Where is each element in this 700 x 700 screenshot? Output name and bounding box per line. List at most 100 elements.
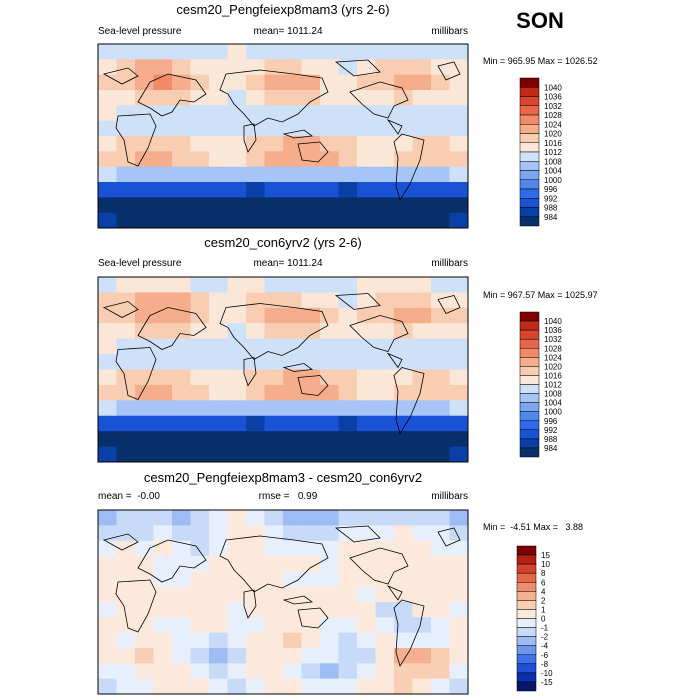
colorbar-tick-label: 1036 (544, 326, 562, 335)
field-cell (431, 632, 451, 649)
field-cell (283, 369, 303, 386)
panel-middle-frame (97, 276, 469, 463)
field-cell (264, 105, 284, 122)
field-cell (431, 292, 451, 309)
field-cell (227, 663, 247, 680)
field-cell (283, 525, 303, 542)
field-cell (98, 648, 118, 664)
field-cell (375, 74, 395, 91)
field-cell (172, 384, 192, 401)
field-cell (338, 617, 358, 634)
field-cell (338, 556, 358, 572)
field-cell (190, 678, 210, 694)
field-cell (412, 431, 432, 448)
field-cell (301, 44, 321, 60)
field-cell (301, 663, 321, 680)
panel-middle-colorbar: 1040103610321028102410201016101210081004… (519, 311, 562, 458)
field-cell (209, 151, 229, 168)
panel-bottom-right-label: millibars (431, 491, 468, 502)
field-cell (320, 602, 340, 618)
field-cell (172, 400, 192, 417)
field-cell (264, 338, 284, 355)
field-cell (412, 105, 432, 122)
field-cell (246, 510, 266, 526)
field-cell (449, 59, 468, 76)
field-cell (153, 151, 173, 168)
field-cell (135, 446, 155, 462)
field-cell (301, 277, 321, 294)
field-cell (209, 540, 229, 557)
colorbar-tick-label: 988 (544, 435, 558, 444)
field-cell (98, 415, 118, 432)
field-cell (153, 400, 173, 417)
field-cell (153, 602, 173, 618)
field-cell (190, 540, 210, 557)
colorbar-tick-label: 2 (541, 596, 546, 605)
field-cell (264, 663, 284, 680)
field-cell (135, 105, 155, 122)
colorbar-swatch (519, 329, 540, 340)
field-cell (412, 510, 432, 526)
colorbar-swatch (519, 411, 540, 422)
field-cell (172, 586, 192, 603)
field-cell (116, 277, 136, 294)
field-cell (209, 136, 229, 152)
panel-bottom-left-label: mean = -0.00 (98, 491, 160, 502)
field-cell (375, 571, 395, 588)
field-cell (320, 277, 340, 294)
field-cell (394, 338, 414, 355)
colorbar-tick-label: -6 (541, 651, 549, 660)
field-cell (135, 120, 155, 137)
field-cell (357, 44, 377, 60)
field-cell (320, 617, 340, 634)
colorbar-tick-label: 1012 (544, 381, 562, 390)
field-cell (431, 44, 451, 60)
field-cell (116, 166, 136, 183)
field-cell (338, 632, 358, 649)
field-cell (431, 525, 451, 542)
field-cell (357, 556, 377, 572)
field-cell (264, 307, 284, 324)
field-cell (116, 586, 136, 603)
field-cell (338, 182, 358, 198)
field-cell (301, 571, 321, 588)
field-cell (264, 400, 284, 417)
field-cell (357, 197, 377, 214)
field-cell (172, 602, 192, 618)
colorbar-swatch (516, 600, 537, 610)
field-cell (449, 74, 468, 91)
field-cell (190, 586, 210, 603)
field-cell (375, 369, 395, 386)
field-cell (431, 648, 451, 664)
field-cell (449, 105, 468, 122)
field-cell (227, 44, 247, 60)
field-cell (209, 212, 229, 228)
field-cell (98, 136, 118, 152)
field-cell (209, 120, 229, 137)
field-cell (116, 525, 136, 542)
field-cell (153, 44, 173, 60)
field-cell (449, 602, 468, 618)
field-cell (227, 525, 247, 542)
field-cell (172, 166, 192, 183)
field-cell (135, 556, 155, 572)
field-cell (135, 510, 155, 526)
field-cell (116, 369, 136, 386)
field-cell (98, 556, 118, 572)
field-cell (375, 510, 395, 526)
field-cell (431, 400, 451, 417)
field-cell (283, 292, 303, 309)
field-cell (98, 632, 118, 649)
field-cell (338, 136, 358, 152)
field-cell (320, 571, 340, 588)
field-cell (227, 678, 247, 694)
colorbar-tick-label: -2 (541, 633, 549, 642)
colorbar-swatch (519, 105, 540, 116)
field-cell (338, 59, 358, 76)
field-cell (449, 540, 468, 557)
field-cell (338, 44, 358, 60)
field-cell (449, 648, 468, 664)
field-cell (449, 277, 468, 294)
field-cell (394, 197, 414, 214)
